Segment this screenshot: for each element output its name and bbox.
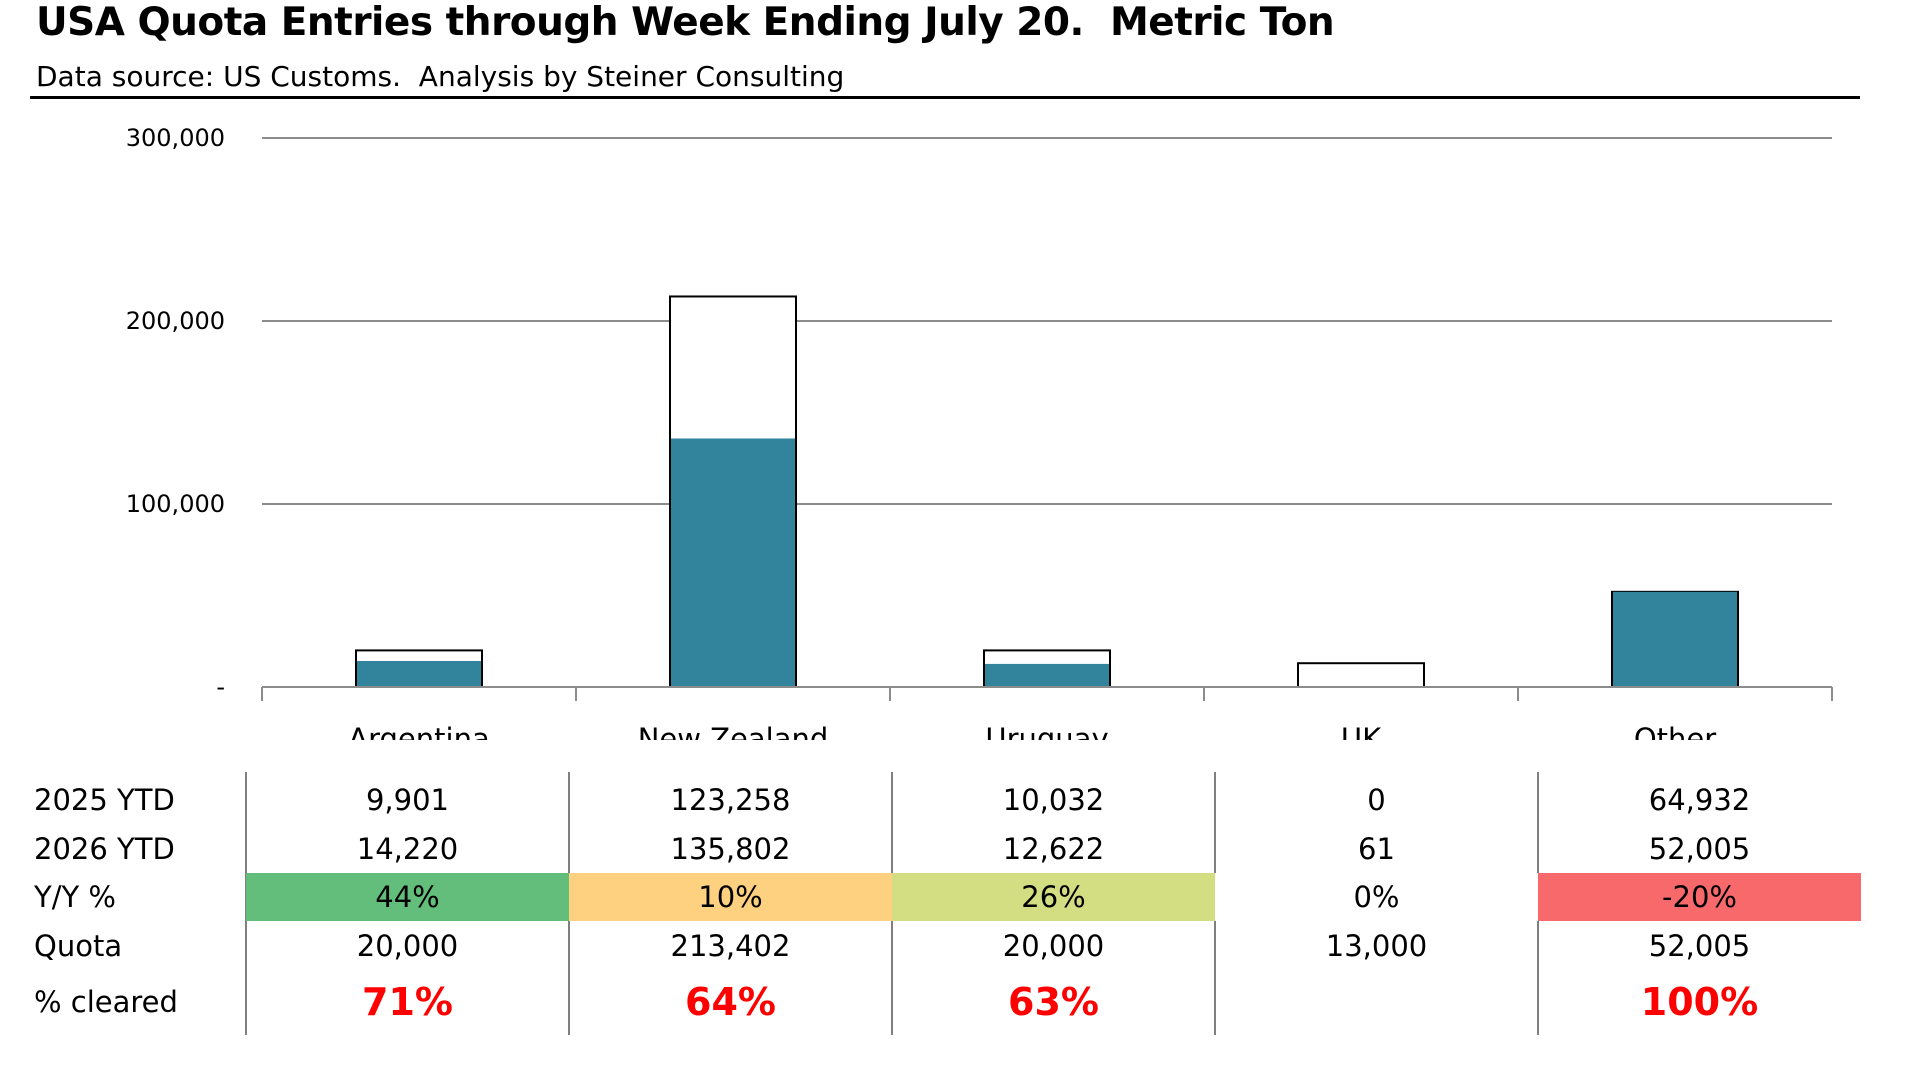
chart-title: USA Quota Entries through Week Ending Ju…: [36, 0, 1335, 45]
table-cell: 123,258: [670, 783, 791, 817]
table-cell: 20,000: [1002, 929, 1105, 963]
row-label: Quota: [34, 929, 123, 963]
ytd-bar: [985, 663, 1109, 687]
category-label: Argentina: [348, 722, 489, 740]
table-cell: 61: [1358, 832, 1395, 866]
ytd-bar: [671, 438, 795, 687]
ytd-bar: [357, 660, 481, 687]
chart-subtitle: Data source: US Customs. Analysis by Ste…: [36, 60, 845, 93]
row-label: Y/Y %: [34, 880, 116, 914]
category-label: UK: [1341, 722, 1382, 740]
gridlines: [262, 137, 1832, 505]
percent-cleared-cell: 64%: [685, 980, 776, 1024]
percent-cleared-cell: 100%: [1640, 980, 1759, 1024]
table-cell: 0: [1367, 783, 1386, 817]
table-cell: 213,402: [670, 929, 791, 963]
row-label: 2025 YTD: [34, 783, 175, 817]
y-tick-label: 300,000: [126, 124, 225, 152]
yoy-cell: 44%: [246, 873, 569, 921]
row-label: 2026 YTD: [34, 832, 175, 866]
table-cell: 9,901: [365, 783, 450, 817]
table-cell: 13,000: [1325, 929, 1428, 963]
bars: [355, 295, 1739, 689]
quota-bar: [1297, 662, 1425, 689]
table-cell: 10,032: [1002, 783, 1105, 817]
table-cell: 14,220: [356, 832, 459, 866]
row-label: % cleared: [34, 985, 178, 1019]
x-axis-labels: Argentina New Zealand Uruguay UK Other: [348, 722, 1716, 740]
y-tick-label: 100,000: [126, 490, 225, 518]
yoy-cell: 10%: [569, 873, 892, 921]
table-cell: 12,622: [1002, 832, 1105, 866]
y-tick-label: -: [216, 673, 225, 701]
y-axis-labels: - 100,000 200,000 300,000: [126, 124, 225, 701]
category-label: Other: [1634, 722, 1716, 740]
yoy-cell: -20%: [1538, 873, 1861, 921]
percent-cleared-cell: 71%: [362, 980, 453, 1024]
percent-cleared-cell: 63%: [1008, 980, 1099, 1024]
yoy-cell: 0%: [1215, 873, 1538, 921]
percent-cleared-cell: [1215, 978, 1538, 1026]
table-cell: 64,932: [1648, 783, 1751, 817]
y-tick-label: 200,000: [126, 307, 225, 335]
table-cell: 52,005: [1648, 929, 1751, 963]
category-label: Uruguay: [985, 722, 1108, 740]
table-cell: 52,005: [1648, 832, 1751, 866]
table-cell: 135,802: [670, 832, 791, 866]
category-label: New Zealand: [638, 722, 829, 740]
ytd-bar: [1613, 591, 1737, 687]
bar-chart: - 100,000 200,000 300,000 Argentina New Zeal…: [126, 124, 1833, 740]
yoy-cell: 26%: [892, 873, 1215, 921]
table-cell: 20,000: [356, 929, 459, 963]
header-rule: [30, 96, 1860, 99]
x-axis: [261, 686, 1833, 701]
